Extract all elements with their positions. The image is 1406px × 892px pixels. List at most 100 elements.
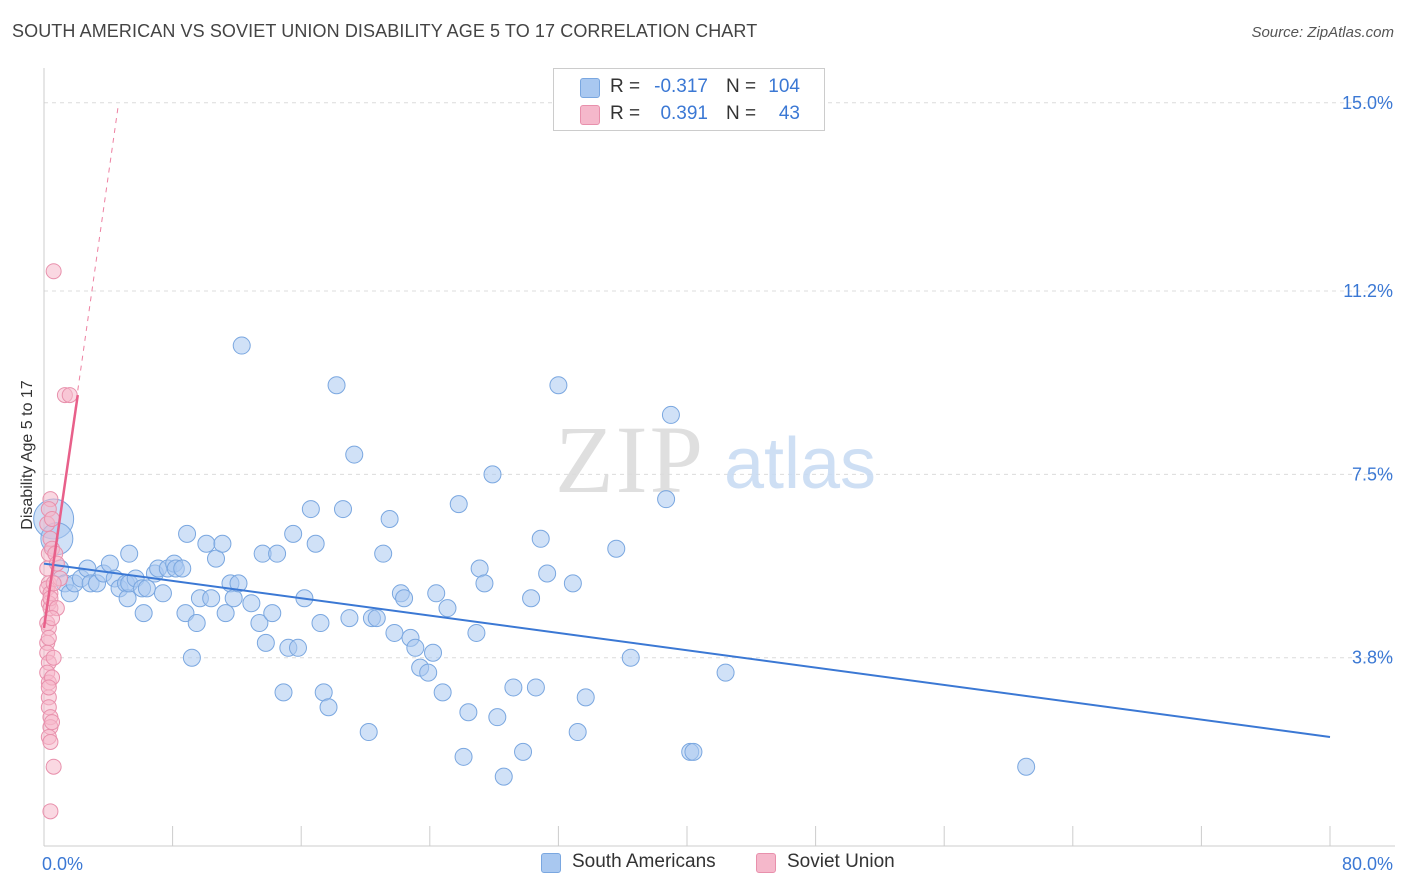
data-point-south-americans — [137, 579, 156, 598]
data-point-south-americans — [182, 648, 201, 667]
legend-label: South Americans — [572, 851, 716, 872]
n-value: 104 — [768, 76, 800, 97]
watermark-atlas: atlas — [724, 424, 876, 504]
data-point-south-americans — [173, 559, 192, 578]
data-point-soviet-union — [42, 803, 59, 820]
data-point-soviet-union — [40, 679, 57, 696]
data-point-south-americans — [134, 604, 153, 623]
data-point-south-americans — [229, 574, 248, 593]
source-attribution: Source: ZipAtlas.com — [1251, 24, 1394, 41]
data-point-south-americans — [433, 683, 452, 702]
data-point-soviet-union — [61, 387, 78, 404]
axes — [43, 68, 1395, 847]
data-point-south-americans — [207, 549, 226, 568]
data-point-south-americans — [120, 544, 139, 563]
data-point-south-americans — [288, 638, 307, 657]
data-point-south-americans — [1017, 757, 1036, 776]
y-tick-label: 15.0% — [1342, 93, 1393, 113]
data-point-soviet-union — [45, 758, 62, 775]
data-point-soviet-union — [40, 629, 57, 646]
correlation-legend: R = -0.317 N = 104 R = 0.391 N = 43 — [553, 68, 825, 131]
data-point-south-americans — [424, 643, 443, 662]
r-label: R = — [610, 76, 641, 97]
y-tick-label: 3.8% — [1352, 648, 1393, 668]
data-point-south-americans — [232, 336, 251, 355]
data-point-south-americans — [385, 623, 404, 642]
data-point-south-americans — [301, 500, 320, 519]
watermark: ZIP atlas — [555, 406, 876, 513]
data-point-south-americans — [538, 564, 557, 583]
data-point-south-americans — [657, 490, 676, 509]
n-label: N = — [726, 103, 757, 124]
data-point-south-americans — [268, 544, 287, 563]
data-point-south-americans — [359, 723, 378, 742]
data-point-south-americans — [576, 688, 595, 707]
data-point-south-americans — [311, 614, 330, 633]
data-point-south-americans — [216, 604, 235, 623]
data-point-soviet-union — [45, 575, 62, 592]
data-point-soviet-union — [44, 714, 61, 731]
trend-line-soviet-union — [42, 394, 79, 629]
data-point-south-americans — [475, 574, 494, 593]
n-value: 43 — [778, 103, 800, 124]
x-tick-label: 0.0% — [42, 854, 83, 874]
data-point-south-americans — [306, 534, 325, 553]
data-point-south-americans — [333, 500, 352, 519]
data-point-south-americans — [568, 723, 587, 742]
series-soviet-union — [39, 263, 78, 820]
trend-line-south-americans — [43, 562, 1331, 738]
data-point-south-americans — [526, 678, 545, 697]
data-point-south-americans — [494, 767, 513, 786]
data-point-south-americans — [176, 604, 195, 623]
data-point-south-americans — [522, 589, 541, 608]
legend-row-soviet-union: R = 0.391 N = 43 — [554, 101, 824, 127]
data-point-south-americans — [319, 698, 338, 717]
r-value: -0.317 — [654, 76, 708, 97]
data-point-south-americans — [197, 534, 216, 553]
data-point-south-americans — [684, 742, 703, 761]
data-point-south-americans — [438, 599, 457, 618]
data-point-soviet-union — [45, 263, 62, 280]
data-point-south-americans — [395, 589, 414, 608]
data-point-south-americans — [531, 529, 550, 548]
series-legend: South Americans Soviet Union — [0, 851, 1406, 877]
data-point-south-americans — [549, 376, 568, 395]
series-south-americans — [33, 336, 1036, 786]
data-point-south-americans — [256, 633, 275, 652]
trend-line-soviet-union-extended — [43, 107, 119, 629]
data-point-south-americans — [202, 589, 221, 608]
data-point-south-americans — [563, 574, 582, 593]
r-label: R = — [610, 103, 641, 124]
data-point-south-americans — [467, 623, 486, 642]
data-point-south-americans — [242, 594, 261, 613]
legend-swatch-pink — [580, 105, 600, 125]
data-point-south-americans — [380, 509, 399, 528]
data-point-south-americans — [153, 584, 172, 603]
data-point-south-americans — [406, 638, 425, 657]
watermark-zip: ZIP — [555, 406, 705, 513]
legend-swatch-blue — [541, 853, 561, 873]
data-point-south-americans — [483, 465, 502, 484]
data-point-south-americans — [607, 539, 626, 558]
legend-row-south-americans: R = -0.317 N = 104 — [554, 74, 824, 100]
data-point-soviet-union — [42, 733, 59, 750]
data-point-soviet-union — [45, 649, 62, 666]
data-point-south-americans — [427, 584, 446, 603]
data-point-south-americans — [661, 405, 680, 424]
x-tick-label: 80.0% — [1342, 854, 1393, 874]
data-point-south-americans — [621, 648, 640, 667]
data-point-south-americans — [419, 663, 438, 682]
legend-swatch-pink — [756, 853, 776, 873]
data-point-soviet-union — [44, 510, 61, 527]
data-point-south-americans — [454, 747, 473, 766]
data-point-south-americans — [504, 678, 523, 697]
data-point-south-americans — [274, 683, 293, 702]
legend-swatch-blue — [580, 78, 600, 98]
data-point-south-americans — [327, 376, 346, 395]
r-value: 0.391 — [660, 103, 708, 124]
data-point-south-americans — [716, 663, 735, 682]
trend-lines — [42, 107, 1331, 738]
data-point-south-americans — [367, 609, 386, 628]
data-point-south-americans — [213, 534, 232, 553]
